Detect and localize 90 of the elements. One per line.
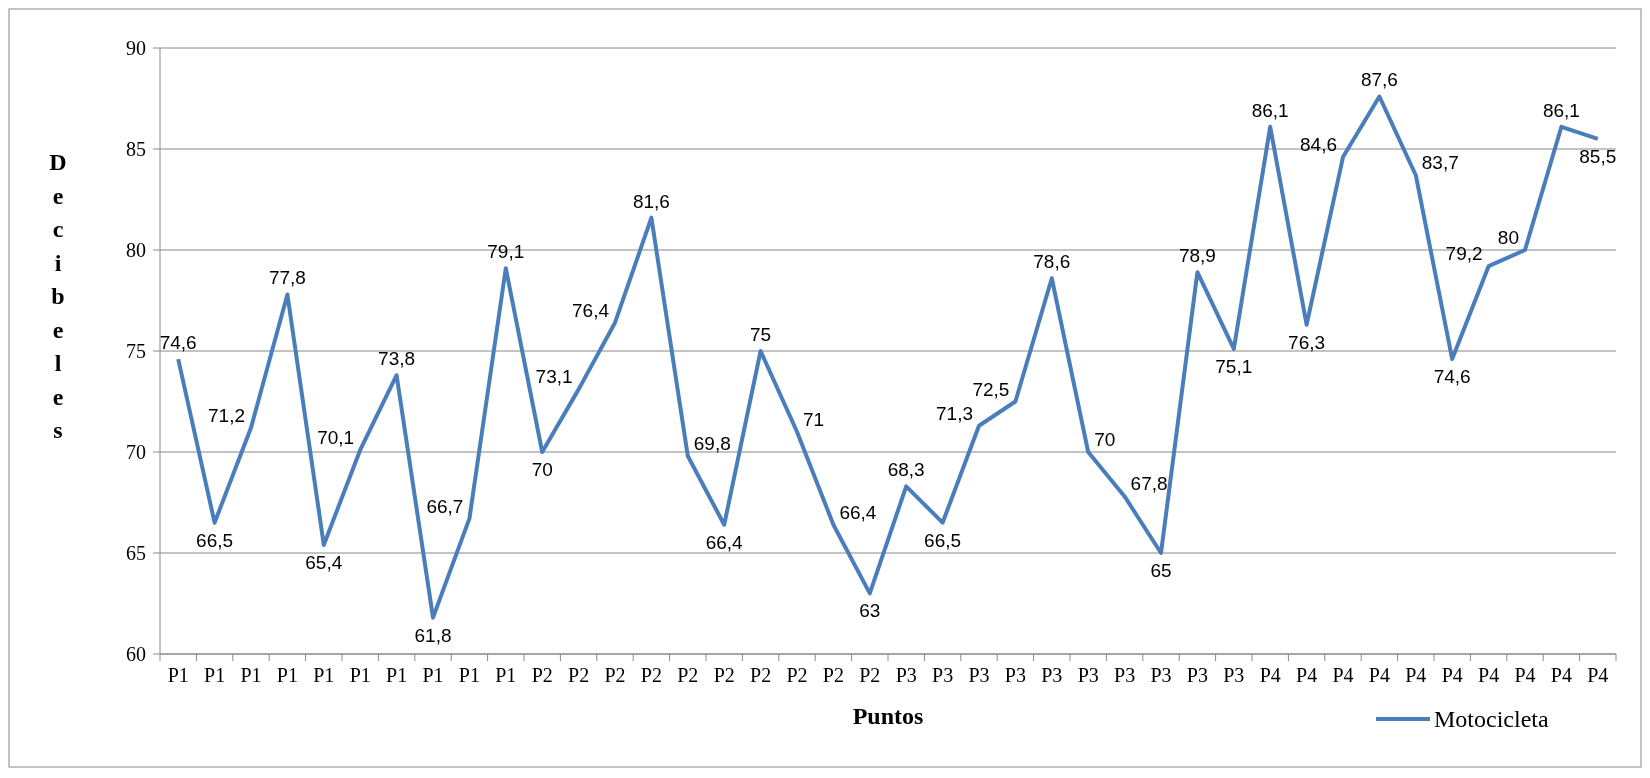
data-label: 79,2 (1445, 243, 1483, 265)
x-tick-label: P4 (1587, 664, 1609, 686)
x-tick-label: P1 (313, 664, 335, 686)
data-label: 66,4 (705, 531, 744, 553)
data-label: 78,9 (1178, 245, 1216, 267)
x-tick-label: P1 (458, 664, 480, 686)
y-tick-label: 65 (126, 542, 146, 564)
data-label: 70,1 (317, 426, 355, 448)
data-label: 85,5 (1579, 145, 1617, 167)
x-tick-label: P3 (1186, 664, 1208, 686)
y-tick-label: 90 (126, 37, 146, 59)
data-label: 73,8 (378, 348, 416, 370)
x-tick-label: P3 (1114, 664, 1136, 686)
data-label: 73,1 (535, 366, 573, 388)
data-label: 76,4 (572, 299, 610, 321)
x-tick-label: P4 (1405, 664, 1427, 686)
x-tick-label: P2 (822, 664, 844, 686)
x-tick-label: P2 (750, 664, 772, 686)
y-tick-label: 60 (126, 643, 146, 665)
x-tick-label: P1 (240, 664, 262, 686)
data-label: 71 (803, 408, 825, 430)
data-label: 63 (859, 600, 881, 622)
x-tick-label: P3 (1004, 664, 1026, 686)
data-label: 66,5 (924, 529, 962, 551)
data-label: 76,3 (1288, 331, 1326, 353)
x-tick-label: P1 (204, 664, 226, 686)
x-tick-label: P2 (604, 664, 626, 686)
x-tick-label: P3 (968, 664, 990, 686)
x-tick-label: P4 (1441, 664, 1463, 686)
data-label: 78,6 (1033, 251, 1071, 273)
data-label: 84,6 (1300, 134, 1337, 156)
x-tick-label: P2 (640, 664, 662, 686)
y-tick-label: 70 (126, 441, 146, 463)
x-tick-label: P1 (167, 664, 189, 686)
data-label: 86,1 (1542, 99, 1580, 121)
data-label: 83,7 (1421, 152, 1459, 174)
x-tick-label: P2 (859, 664, 881, 686)
y-tick-label: 85 (126, 138, 146, 160)
data-label: 65,4 (305, 551, 343, 573)
data-label: 75,1 (1215, 355, 1253, 377)
data-label: 75 (750, 324, 772, 345)
data-label: 71,2 (208, 404, 245, 426)
data-label: 67,8 (1130, 473, 1168, 495)
data-label: 72,5 (972, 378, 1010, 400)
data-label: 74,6 (159, 332, 197, 354)
x-tick-label: P2 (531, 664, 553, 686)
x-tick-label: P1 (495, 664, 517, 686)
data-label: 68,3 (887, 459, 925, 481)
x-axis-title: Puntos (852, 703, 924, 729)
x-tick-label: P3 (1077, 664, 1099, 686)
x-tick-label: P3 (1150, 664, 1172, 686)
legend-label: Motocicleta (1434, 706, 1549, 732)
data-label: 86,1 (1251, 99, 1289, 121)
text: Decibeles (49, 149, 67, 443)
x-tick-label: P4 (1478, 664, 1500, 686)
data-label: 74,6 (1433, 366, 1471, 388)
data-label: 66,5 (196, 529, 234, 551)
x-tick-label: P3 (895, 664, 917, 686)
data-label: 81,6 (632, 190, 670, 212)
x-tick-label: P3 (932, 664, 954, 686)
x-tick-label: P1 (386, 664, 408, 686)
x-tick-label: P1 (349, 664, 371, 686)
data-label: 71,3 (936, 402, 973, 424)
x-tick-label: P3 (1223, 664, 1245, 686)
data-label: 61,8 (414, 624, 452, 646)
data-label: 80 (1497, 227, 1519, 248)
x-tick-label: P1 (422, 664, 444, 686)
x-tick-label: P3 (1041, 664, 1063, 686)
data-label: 66,7 (426, 495, 464, 517)
x-tick-label: P4 (1368, 664, 1390, 686)
data-label: 77,8 (268, 267, 306, 289)
x-tick-label: P2 (713, 664, 735, 686)
x-tick-label: P1 (276, 664, 298, 686)
x-tick-label: P2 (568, 664, 590, 686)
data-label: 79,1 (487, 241, 525, 263)
data-label: 65 (1150, 560, 1172, 581)
x-tick-label: P4 (1514, 664, 1536, 686)
data-label: 70 (531, 459, 553, 480)
x-tick-label: P4 (1332, 664, 1354, 686)
data-label: 70 (1094, 429, 1116, 450)
x-tick-label: P2 (786, 664, 808, 686)
x-tick-label: P4 (1296, 664, 1318, 686)
x-tick-label: P2 (677, 664, 699, 686)
data-label: 69,8 (693, 433, 731, 455)
x-tick-label: P4 (1259, 664, 1281, 686)
y-tick-label: 80 (126, 239, 146, 261)
data-label: 66,4 (839, 501, 877, 523)
x-tick-label: P4 (1550, 664, 1572, 686)
y-tick-label: 75 (126, 340, 146, 362)
data-label: 87,6 (1360, 69, 1398, 91)
